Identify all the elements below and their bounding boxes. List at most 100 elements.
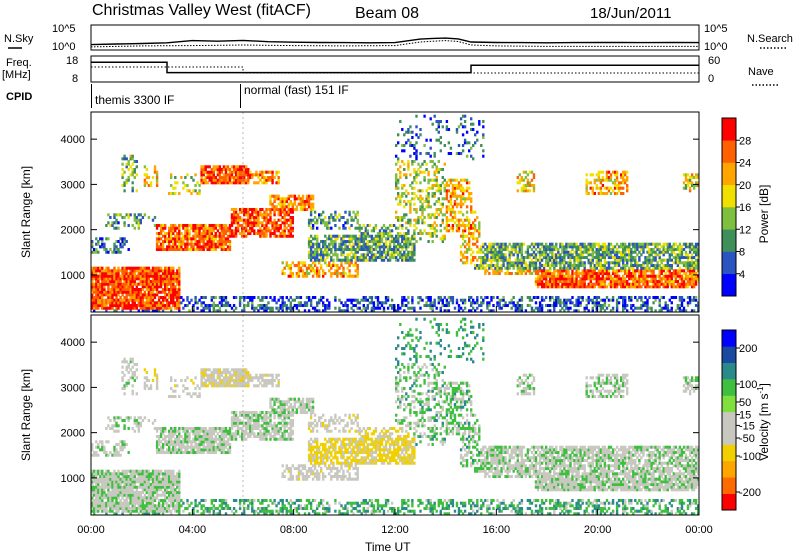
power-data-cells: [91, 112, 699, 312]
power-cell: [223, 235, 225, 238]
power-cell: [162, 288, 164, 291]
power-cell: [671, 275, 673, 278]
power-cell: [425, 139, 427, 142]
power-cell: [436, 189, 438, 192]
power-cell: [123, 291, 125, 294]
power-cell: [314, 296, 316, 299]
power-cell: [496, 251, 498, 254]
power-cell: [636, 248, 638, 251]
power-cell: [561, 307, 563, 310]
power-cell: [604, 272, 606, 275]
power-cell: [419, 229, 421, 232]
power-cell: [223, 165, 225, 168]
power-cell: [415, 155, 417, 158]
power-cell: [492, 245, 494, 248]
power-cell: [648, 261, 650, 264]
power-cell: [555, 259, 557, 262]
power-cell: [553, 272, 555, 275]
power-cell: [223, 176, 225, 179]
power-cell: [509, 259, 511, 262]
power-cell: [596, 251, 598, 254]
power-cell: [148, 296, 150, 299]
power-cell: [648, 296, 650, 299]
power-cell: [93, 248, 95, 251]
power-cell: [573, 245, 575, 248]
power-cell: [352, 299, 354, 302]
power-cell: [162, 283, 164, 286]
power-cell: [468, 141, 470, 144]
power-cell: [507, 269, 509, 272]
power-cell: [600, 189, 602, 192]
power-cell: [397, 251, 399, 254]
power-cell: [338, 235, 340, 238]
power-cell: [665, 283, 667, 286]
power-cell: [123, 307, 125, 310]
power-cell: [136, 189, 138, 192]
power-cell: [132, 187, 134, 190]
power-cell: [162, 240, 164, 243]
power-cell: [318, 275, 320, 278]
power-cell: [97, 243, 99, 246]
power-cell: [592, 307, 594, 310]
power-cell: [557, 275, 559, 278]
power-cell: [419, 152, 421, 155]
power-cell: [430, 216, 432, 219]
power-cell: [375, 248, 377, 251]
power-cell: [215, 224, 217, 227]
power-cell: [200, 248, 202, 251]
power-cell: [656, 248, 658, 251]
power-cell: [158, 240, 160, 243]
power-cell: [397, 187, 399, 190]
power-cell: [200, 224, 202, 227]
power-cell: [312, 275, 314, 278]
power-cell: [170, 267, 172, 270]
power-cell: [352, 275, 354, 278]
power-cell: [442, 299, 444, 302]
power-cell: [322, 296, 324, 299]
power-cell: [504, 267, 506, 270]
power-cell: [188, 189, 190, 192]
freq-label-line1: Freq.: [6, 57, 32, 69]
power-cell: [229, 248, 231, 251]
power-cell: [403, 149, 405, 152]
power-cell: [579, 296, 581, 299]
power-cell: [472, 232, 474, 235]
power-cell: [121, 173, 123, 176]
power-cell: [162, 277, 164, 280]
power-cell: [330, 267, 332, 270]
power-cell: [484, 243, 486, 246]
power-cell: [577, 269, 579, 272]
power-cell: [403, 205, 405, 208]
power-cell: [513, 248, 515, 251]
power-cell: [409, 224, 411, 227]
power-cell: [123, 157, 125, 160]
power-cell: [588, 245, 590, 248]
power-cell: [123, 189, 125, 192]
power-cell: [423, 229, 425, 232]
power-cell: [121, 245, 123, 248]
power-cell: [452, 229, 454, 232]
power-cell: [306, 301, 308, 304]
power-cell: [634, 256, 636, 259]
power-cell: [648, 269, 650, 272]
power-cell: [105, 304, 107, 307]
power-cell: [460, 251, 462, 254]
power-cell: [109, 301, 111, 304]
power-cell: [671, 296, 673, 299]
power-cell: [430, 296, 432, 299]
power-cell: [432, 187, 434, 190]
power-cell: [245, 219, 247, 222]
power-cell: [308, 224, 310, 227]
power-cell: [626, 187, 628, 190]
power-cell: [648, 243, 650, 246]
power-cell: [182, 307, 184, 310]
power-cell: [606, 173, 608, 176]
power-cell: [273, 299, 275, 302]
power-cell: [385, 240, 387, 243]
power-cell: [539, 267, 541, 270]
power-cell: [379, 243, 381, 246]
power-cell: [663, 296, 665, 299]
power-cell: [328, 307, 330, 310]
power-cell: [490, 299, 492, 302]
power-cell: [460, 259, 462, 262]
